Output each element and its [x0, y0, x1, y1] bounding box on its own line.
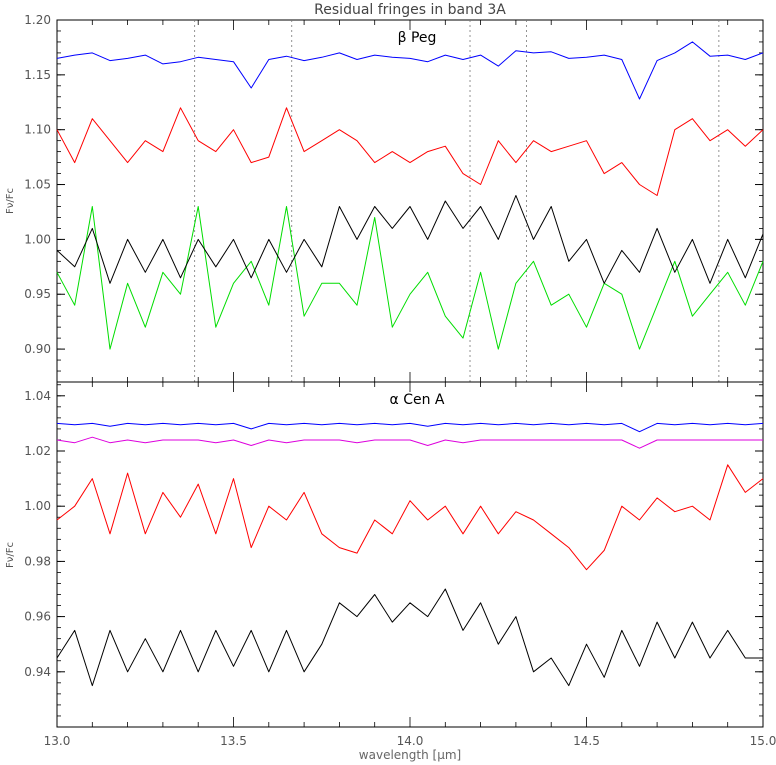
x-tick-label: 15.0	[750, 734, 776, 748]
series-line-top-0	[56, 41, 764, 100]
y-tick-label: 0.94	[24, 665, 51, 679]
y-tick-label: 1.20	[24, 13, 51, 27]
panel-bottom-annotation: α Cen A	[390, 392, 445, 408]
panel-alpha-cen-a: α Cen A Fν/Fc 0.94 0.96 0.98 1.00 1.02 1.04	[5, 381, 764, 728]
x-tick-label: 14.0	[397, 734, 424, 748]
y-tick-label: 0.95	[24, 287, 51, 301]
panel-top-frame	[56, 19, 764, 383]
series-line-bottom-3	[56, 588, 763, 687]
figure-title: Residual fringes in band 3A	[314, 2, 506, 18]
series-line-top-3	[56, 195, 764, 284]
panel-top-ylabel: Fν/Fc	[5, 188, 16, 214]
x-tick-label: 13.5	[220, 734, 247, 748]
x-tick-label: 13.0	[44, 734, 71, 748]
panel-top-annotation: β Peg	[398, 30, 437, 46]
y-tick-label: 1.00	[24, 499, 51, 513]
panel-bottom-frame	[56, 381, 764, 728]
y-tick-label: 1.02	[24, 444, 51, 458]
y-tick-label: 0.96	[24, 610, 51, 624]
series-line-bottom-2	[56, 464, 764, 571]
y-tick-label: 1.00	[24, 232, 51, 246]
y-tick-label: 1.15	[24, 68, 51, 82]
y-tick-label: 1.05	[24, 178, 51, 192]
y-tick-label: 1.10	[24, 123, 51, 137]
panel-beta-peg: β Peg Fν/Fc 0.90 0.95 1.00 1.05 1.10 1.15 1.20	[5, 13, 764, 383]
series-line-top-2	[56, 206, 764, 350]
panel-bottom-ylabel: Fν/Fc	[5, 542, 16, 568]
series-line-bottom-0	[56, 422, 764, 433]
x-axis-label: wavelength [μm]	[359, 748, 461, 762]
y-tick-label: 1.04	[24, 389, 51, 403]
y-tick-label: 0.90	[24, 342, 51, 356]
x-tick-label: 14.5	[573, 734, 600, 748]
series-line-bottom-1	[56, 436, 763, 449]
series-line-top-1	[56, 107, 764, 196]
y-tick-label: 0.98	[24, 554, 51, 568]
